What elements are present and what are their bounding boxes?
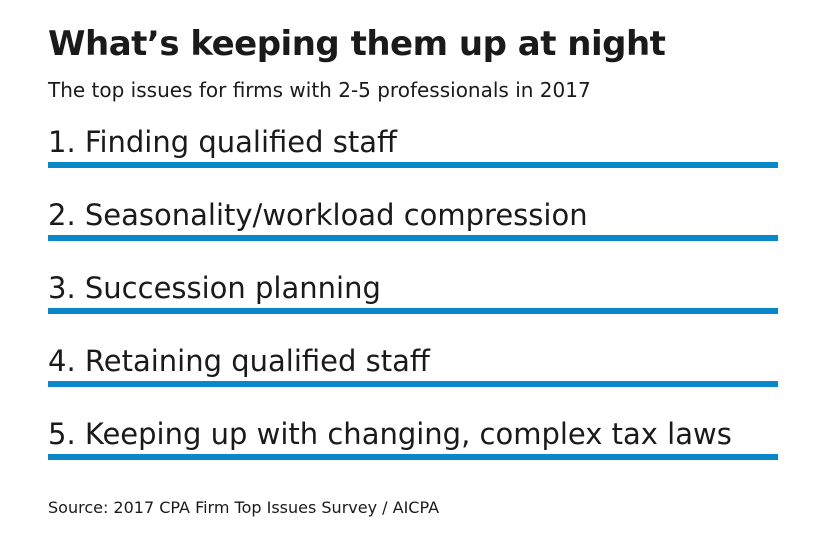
list-item: 2. Seasonality/workload compression (48, 195, 778, 268)
page-title: What’s keeping them up at night (48, 24, 666, 64)
page-subtitle: The top issues for firms with 2-5 profes… (48, 78, 591, 102)
list-item-underline (48, 454, 778, 460)
list-item-label: 3. Succession planning (48, 271, 381, 305)
list-item-label: 4. Retaining qualified staff (48, 344, 430, 378)
issues-list: 1. Finding qualified staff 2. Seasonalit… (48, 122, 778, 487)
list-item: 3. Succession planning (48, 268, 778, 341)
list-item-label: 1. Finding qualified staff (48, 125, 398, 159)
list-item-underline (48, 308, 778, 314)
list-item-label: 2. Seasonality/workload compression (48, 198, 588, 232)
list-item: 1. Finding qualified staff (48, 122, 778, 195)
list-item-underline (48, 162, 778, 168)
list-item-label: 5. Keeping up with changing, complex tax… (48, 417, 732, 451)
list-item-underline (48, 235, 778, 241)
list-item: 5. Keeping up with changing, complex tax… (48, 414, 778, 487)
source-note: Source: 2017 CPA Firm Top Issues Survey … (48, 498, 440, 517)
list-item: 4. Retaining qualified staff (48, 341, 778, 414)
list-item-underline (48, 381, 778, 387)
